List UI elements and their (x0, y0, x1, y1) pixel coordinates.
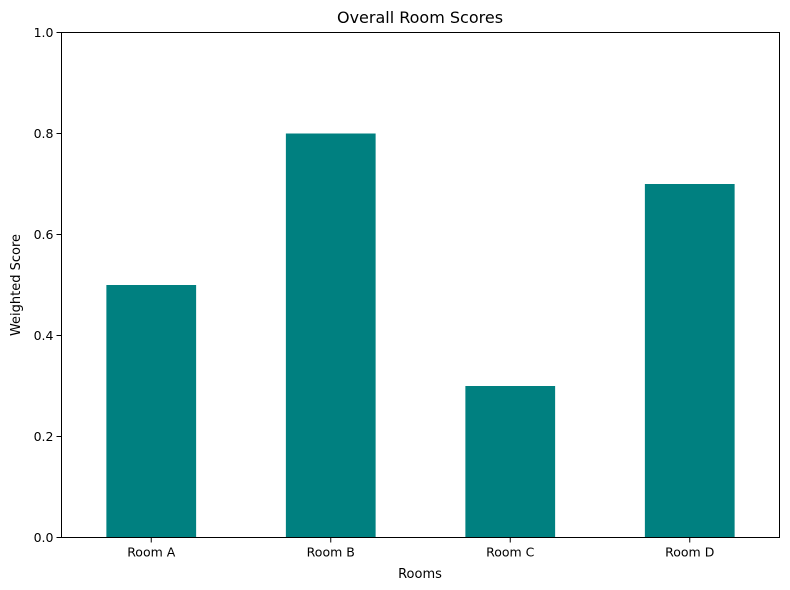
chart-title: Overall Room Scores (337, 8, 503, 27)
x-tick-label: Room D (665, 545, 714, 560)
x-axis-label: Rooms (398, 567, 442, 582)
x-axis-ticks: Room A Room B Room C Room D (127, 537, 714, 560)
y-tick-label: 1.0 (34, 25, 54, 40)
y-tick-label: 0.2 (34, 429, 54, 444)
x-tick-label: Room C (486, 545, 535, 560)
bars-group (106, 133, 735, 538)
y-tick-label: 0.4 (34, 328, 54, 343)
bar-room-a (106, 285, 197, 538)
bar-room-b (285, 133, 376, 538)
y-axis-ticks: 0.0 0.2 0.4 0.6 0.8 1.0 (34, 25, 62, 545)
y-tick-label: 0.0 (34, 530, 54, 545)
plot-frame (61, 32, 780, 538)
x-tick-label: Room B (307, 545, 355, 560)
bar-room-d (644, 184, 735, 538)
bar-room-c (465, 386, 556, 538)
x-tick-label: Room A (127, 545, 176, 560)
y-tick-label: 0.6 (34, 227, 54, 242)
y-axis-label: Weighted Score (9, 234, 24, 336)
y-tick-label: 0.8 (34, 126, 54, 141)
